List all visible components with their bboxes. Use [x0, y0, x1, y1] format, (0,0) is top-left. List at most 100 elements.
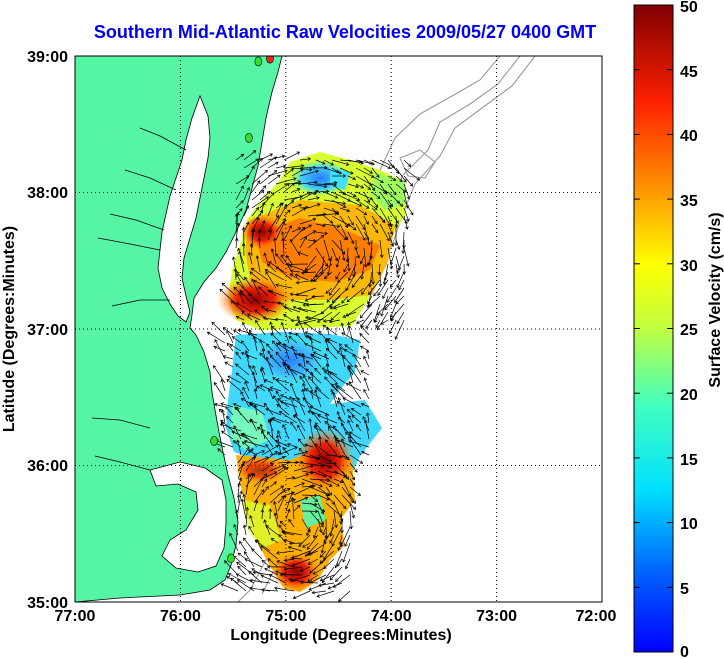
velocity-vector-head — [256, 385, 261, 389]
velocity-vector — [289, 396, 298, 416]
velocity-vector — [391, 311, 397, 322]
velocity-vector-head — [285, 262, 290, 267]
velocity-vector-head — [345, 382, 350, 386]
velocity-vector-head — [270, 538, 275, 542]
velocity-vector — [347, 255, 350, 271]
velocity-vector — [363, 223, 370, 245]
velocity-vector-head — [335, 578, 339, 582]
velocity-vector-head — [302, 207, 307, 211]
velocity-vector-head — [261, 220, 266, 224]
velocity-vector-head — [235, 302, 240, 306]
velocity-vector — [333, 470, 347, 478]
colorbar-tick-label: 15 — [680, 452, 698, 469]
velocity-vector — [343, 263, 349, 273]
velocity-vector-head — [304, 298, 309, 302]
velocity-vector-head — [248, 525, 252, 530]
velocity-vector-head — [286, 183, 290, 187]
velocity-vector — [390, 303, 405, 321]
velocity-vector-head — [360, 185, 365, 189]
velocity-vector-head — [341, 300, 345, 304]
velocity-vector — [329, 295, 341, 308]
velocity-vector — [245, 507, 248, 528]
velocity-vector — [403, 215, 408, 230]
velocity-vector — [347, 199, 362, 207]
velocity-vector — [331, 167, 339, 173]
velocity-vector — [329, 319, 341, 323]
station-marker — [210, 436, 218, 446]
velocity-vector — [331, 215, 351, 227]
velocity-vector-head — [256, 426, 261, 431]
velocity-vector-head — [240, 432, 245, 437]
velocity-vector-head — [322, 223, 326, 228]
velocity-vector-head — [270, 332, 274, 337]
velocity-vector-head — [305, 473, 310, 477]
velocity-vector-head — [383, 191, 388, 195]
y-tick-label: 37:00 — [27, 322, 68, 339]
velocity-vector-head — [219, 288, 223, 293]
velocity-vector-head — [286, 508, 291, 513]
velocity-vector-head — [246, 446, 250, 451]
velocity-vector-head — [253, 388, 258, 392]
velocity-vector — [280, 520, 287, 528]
colorbar-tick-label: 20 — [680, 387, 698, 404]
velocity-vector — [269, 419, 274, 440]
velocity-vector-head — [233, 425, 237, 429]
velocity-vector — [338, 417, 346, 424]
velocity-vector — [355, 183, 364, 189]
velocity-vector — [266, 343, 274, 352]
velocity-vector-head — [343, 268, 347, 273]
velocity-vector — [291, 188, 301, 193]
velocity-vector-head — [353, 193, 357, 197]
velocity-vector — [339, 534, 343, 545]
velocity-vector — [368, 295, 381, 307]
y-tick-label: 36:00 — [27, 458, 68, 475]
velocity-vector-head — [244, 276, 248, 281]
velocity-vector — [264, 568, 279, 576]
velocity-vector — [249, 271, 261, 281]
velocity-vector — [260, 545, 279, 560]
velocity-vector-head — [325, 363, 330, 367]
velocity-vector-head — [304, 388, 309, 392]
velocity-vector — [347, 191, 357, 197]
velocity-vector-head — [307, 561, 312, 565]
velocity-vector-head — [324, 420, 328, 425]
velocity-vector-head — [279, 400, 284, 404]
velocity-vector — [355, 199, 370, 209]
velocity-vector — [303, 322, 322, 336]
velocity-vector — [236, 274, 245, 289]
velocity-vector-head — [259, 477, 264, 482]
velocity-vector-head — [239, 490, 243, 495]
velocity-vector — [269, 464, 285, 472]
velocity-vector-head — [346, 208, 351, 213]
velocity-vector-head — [398, 286, 402, 291]
velocity-vector-head — [265, 196, 269, 200]
velocity-vector — [395, 199, 403, 207]
velocity-vector — [273, 501, 279, 520]
velocity-vector — [263, 402, 274, 416]
velocity-vector-head — [249, 271, 254, 275]
velocity-vector-head — [273, 481, 277, 485]
velocity-vector — [233, 329, 242, 336]
velocity-vector — [309, 486, 330, 496]
velocity-vector — [253, 456, 269, 464]
velocity-vector — [215, 440, 234, 448]
velocity-vector-head — [360, 402, 365, 407]
velocity-vector-head — [367, 300, 371, 305]
velocity-vector-head — [267, 558, 271, 562]
velocity-vector — [371, 167, 380, 178]
velocity-vector — [299, 224, 312, 233]
velocity-vector — [285, 498, 296, 504]
velocity-vector-head — [344, 455, 349, 459]
velocity-vector-head — [249, 586, 253, 590]
velocity-vector — [339, 215, 348, 228]
velocity-vector-head — [359, 314, 364, 319]
velocity-vector — [363, 159, 373, 165]
velocity-vector-head — [360, 370, 365, 374]
velocity-vector — [310, 390, 314, 400]
velocity-vector-head — [214, 338, 218, 343]
velocity-vector — [324, 271, 333, 279]
velocity-vector — [319, 436, 322, 448]
velocity-vector-head — [312, 230, 317, 234]
velocity-vector-head — [309, 167, 313, 172]
